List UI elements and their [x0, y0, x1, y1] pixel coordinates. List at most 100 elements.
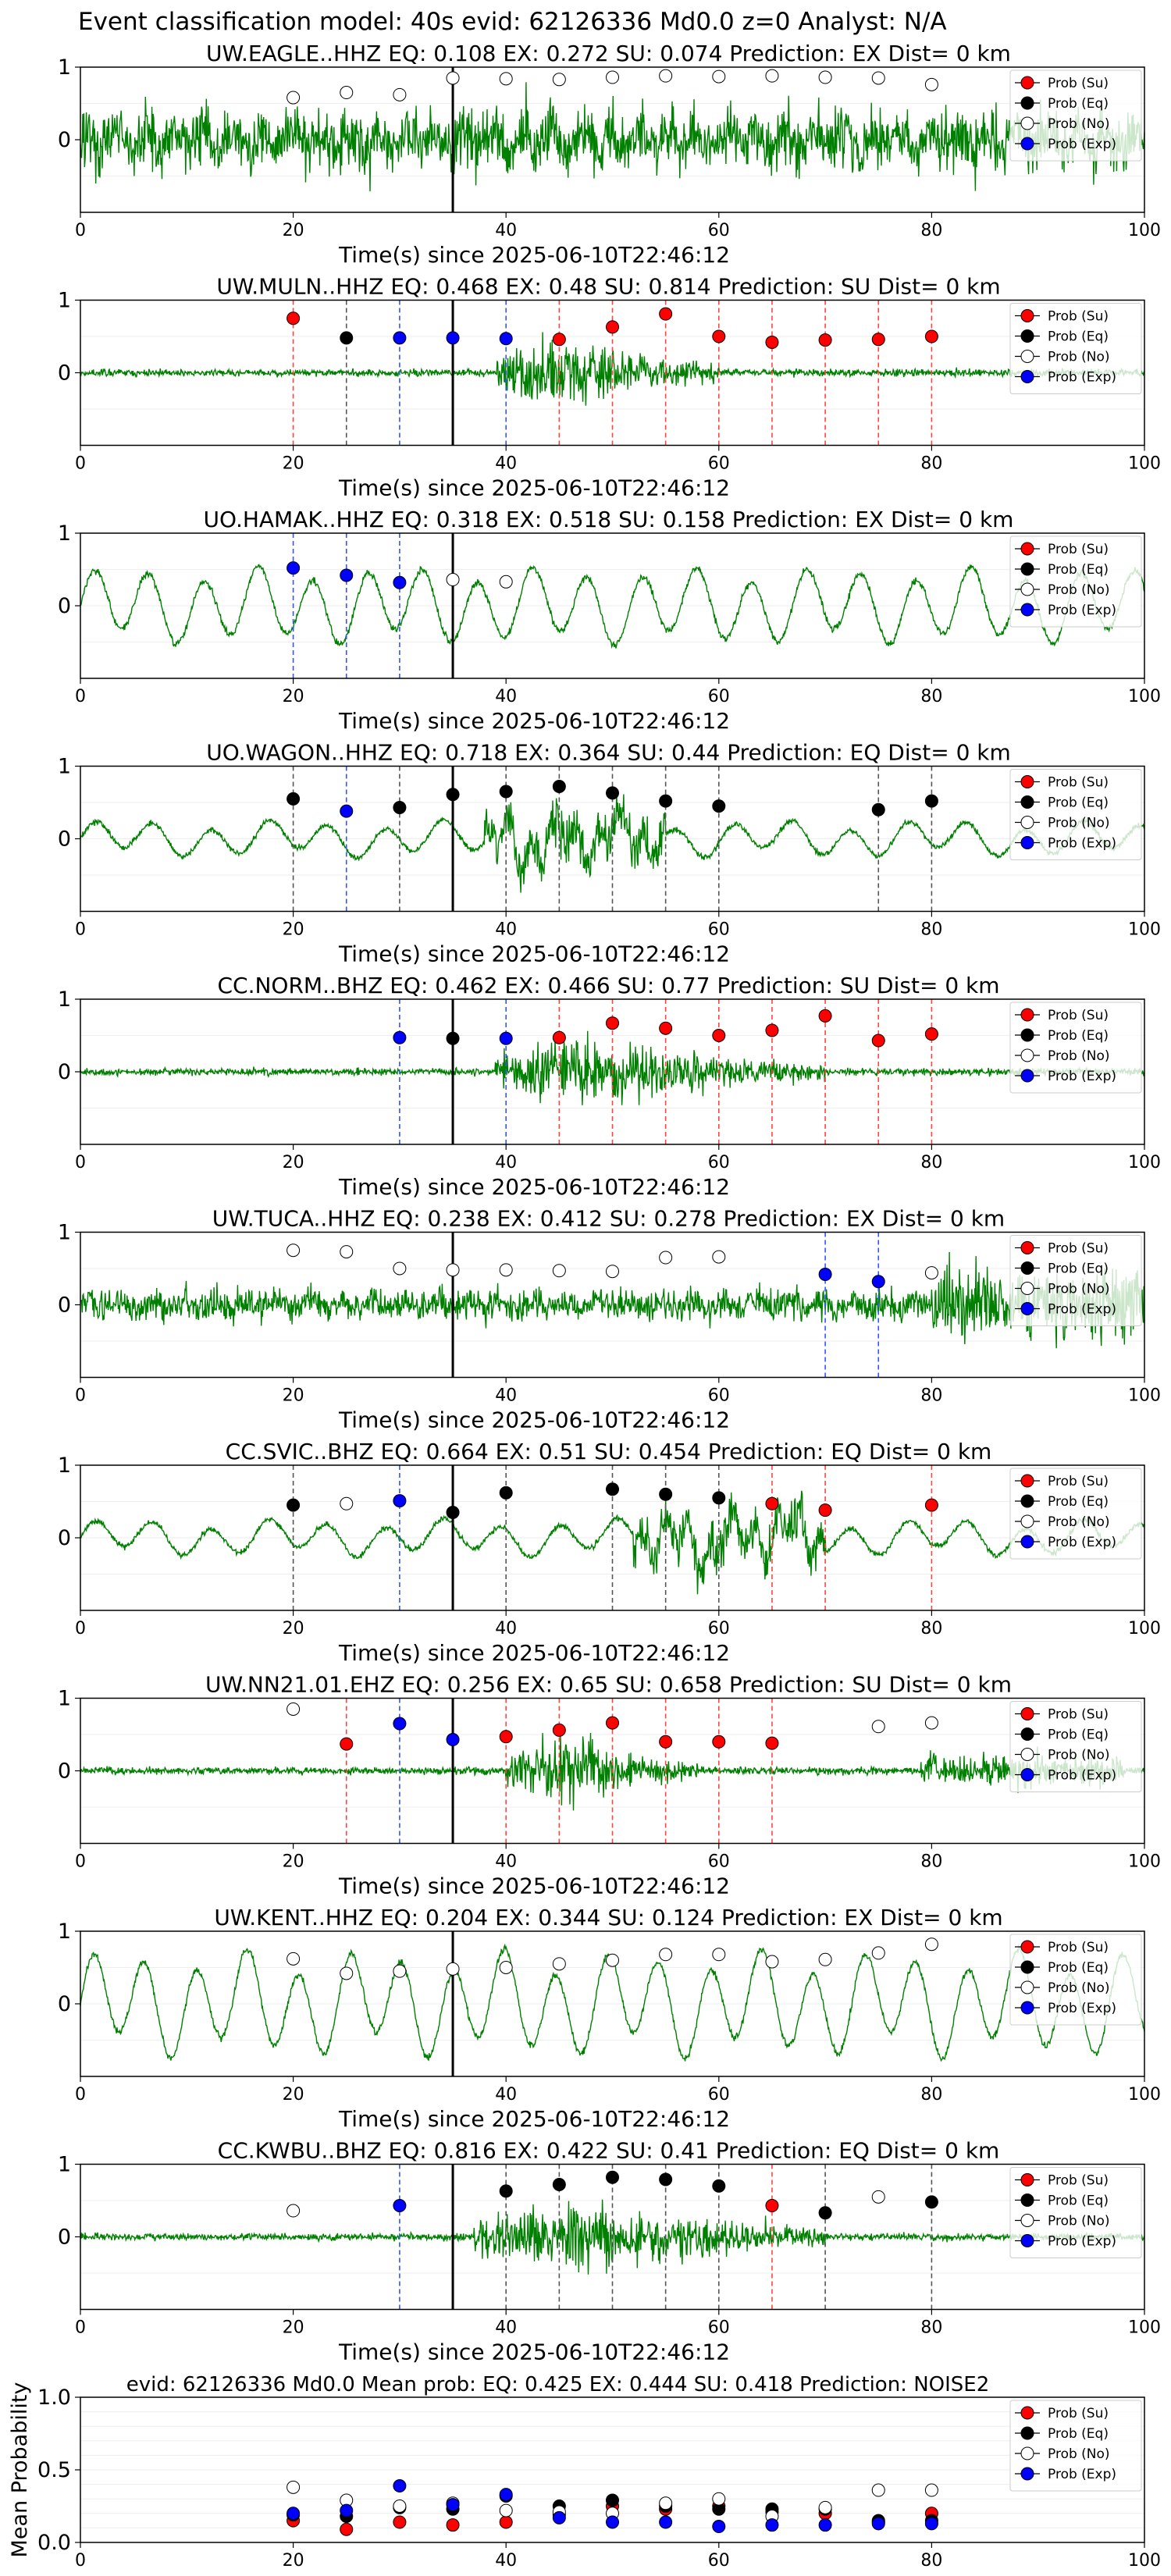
prob-point-no [871, 71, 885, 85]
legend-frame [1009, 1002, 1142, 1094]
legend-label: Prob (Su) [1048, 2406, 1109, 2421]
prob-point-no [499, 1263, 513, 1277]
prob-point-no [712, 1250, 726, 1264]
x-tick-label: 40 [495, 2318, 517, 2338]
prob-point-no [606, 70, 619, 84]
prob-point-eq [659, 2172, 673, 2186]
prob-point-su [712, 1735, 726, 1749]
prob-point-eq [818, 2206, 832, 2220]
prob-point-su [924, 329, 938, 343]
y-tick-label: 1 [58, 2153, 71, 2177]
legend-label: Prob (No) [1048, 116, 1110, 132]
panel-title: UW.MULN..HHZ EQ: 0.468 EX: 0.48 SU: 0.81… [216, 274, 1000, 300]
prob-point-no [924, 77, 938, 91]
legend-marker-eq [1020, 1727, 1034, 1741]
legend-marker-no [1020, 1282, 1034, 1295]
legend-marker-eq [1020, 1028, 1034, 1042]
prob-point-su [818, 1009, 832, 1023]
legend-marker-eq [1020, 329, 1034, 343]
panel-title: UW.TUCA..HHZ EQ: 0.238 EX: 0.412 SU: 0.2… [212, 1206, 1005, 1232]
x-axis-label: Time(s) since 2025-06-10T22:46:12 [338, 1407, 730, 1433]
legend-frame [1009, 535, 1142, 628]
y-tick-label: 1 [58, 1221, 71, 1245]
mean-prob-point-no [712, 2492, 726, 2506]
panel-uw-kent--hhz: Prob (Su) Prob (Eq) Prob (No) Prob (Exp) 0 20… [58, 1905, 1161, 2132]
waveform-trace [80, 1251, 1145, 1349]
prob-point-no [446, 1962, 460, 1976]
x-tick-label: 20 [283, 687, 304, 706]
x-tick-label: 20 [283, 1619, 304, 1638]
x-tick-label: 60 [708, 2551, 730, 2571]
mean-prob-point-exp [765, 2518, 779, 2532]
y-tick-label: 1 [58, 1920, 71, 1944]
x-tick-label: 60 [708, 221, 730, 240]
prob-point-su [765, 1496, 779, 1510]
y-tick-label: 0 [58, 361, 71, 386]
legend-marker-exp [1020, 1302, 1034, 1315]
x-axis-label: Time(s) since 2025-06-10T22:46:12 [338, 2339, 730, 2365]
legend-label: Prob (Exp) [1048, 2001, 1116, 2016]
waveform-trace [80, 1732, 1145, 1811]
prob-point-no [552, 1957, 566, 1971]
prob-point-eq [712, 2179, 726, 2193]
prob-point-su [340, 1737, 354, 1751]
prob-point-exp [446, 1733, 460, 1747]
prob-point-exp [499, 1031, 513, 1045]
prob-point-no [340, 1966, 354, 1980]
legend-marker-su [1020, 2173, 1034, 2186]
prob-point-no [765, 69, 779, 83]
legend-label: Prob (Su) [1048, 2173, 1109, 2189]
y-tick-label: 1 [58, 289, 71, 313]
panel-title: CC.KWBU..BHZ EQ: 0.816 EX: 0.422 SU: 0.4… [218, 2138, 1000, 2164]
legend-marker-exp [1020, 2001, 1034, 2015]
prob-point-exp [871, 1275, 885, 1289]
legend-marker-su [1020, 1008, 1034, 1022]
legend-marker-exp [1020, 1768, 1034, 1781]
legend-label: Prob (Eq) [1048, 1960, 1109, 1976]
legend-marker-su [1020, 1707, 1034, 1720]
prob-point-no [446, 573, 460, 587]
legend-label: Prob (Su) [1048, 775, 1109, 791]
legend: Prob (Su) Prob (Eq) Prob (No) Prob (Exp) [1009, 303, 1142, 394]
prob-point-eq [659, 794, 673, 808]
x-tick-label: 100 [1128, 2318, 1161, 2338]
panels: Prob (Su) Prob (Eq) Prob (No) Prob (Exp) 0 20… [8, 41, 1161, 2571]
y-axis-label: Mean Probability [8, 2382, 32, 2558]
prob-point-eq [606, 2170, 619, 2184]
legend-label: Prob (Su) [1048, 1241, 1109, 1257]
x-tick-label: 80 [920, 1619, 942, 1638]
prob-point-su [659, 1021, 673, 1035]
legend-marker-exp [1020, 370, 1034, 383]
prob-point-no [924, 1937, 938, 1952]
prob-point-eq [924, 2195, 938, 2209]
legend-label: Prob (Su) [1048, 542, 1109, 557]
x-tick-label: 40 [495, 687, 517, 706]
prob-point-no [287, 1244, 301, 1258]
panel-uo-wagon--hhz: Prob (Su) Prob (Eq) Prob (No) Prob (Exp) 0 20… [58, 740, 1161, 967]
prob-point-eq [552, 780, 566, 794]
prob-point-no [659, 69, 673, 83]
x-tick-label: 20 [283, 1852, 304, 1872]
legend: Prob (Su) Prob (Eq) Prob (No) Prob (Exp) [1009, 1002, 1142, 1094]
x-tick-label: 0 [75, 1153, 86, 1172]
prob-point-su [818, 1503, 832, 1517]
legend-frame [1009, 769, 1142, 860]
mean-prob-point-no [287, 2480, 301, 2494]
legend: Prob (Su) Prob (Eq) Prob (No) Prob (Exp) [1009, 1934, 1142, 2026]
legend-label: Prob (Exp) [1048, 2234, 1116, 2250]
prob-point-no [393, 1964, 407, 1978]
legend: Prob (Su) Prob (Eq) Prob (No) Prob (Exp) [1009, 1468, 1142, 1560]
x-tick-label: 80 [920, 2551, 942, 2571]
prob-point-no [499, 72, 513, 86]
x-tick-label: 0 [75, 2318, 86, 2338]
legend-label: Prob (Eq) [1048, 562, 1109, 578]
x-tick-label: 0 [75, 2551, 86, 2571]
mean-prob-point-su [499, 2515, 513, 2529]
prob-point-no [659, 1251, 673, 1265]
mean-prob-point-no [499, 2503, 513, 2517]
legend-label: Prob (Su) [1048, 76, 1109, 91]
y-tick-label: 0.5 [37, 2458, 71, 2482]
x-tick-label: 40 [495, 2551, 517, 2571]
prob-point-eq [393, 801, 407, 815]
